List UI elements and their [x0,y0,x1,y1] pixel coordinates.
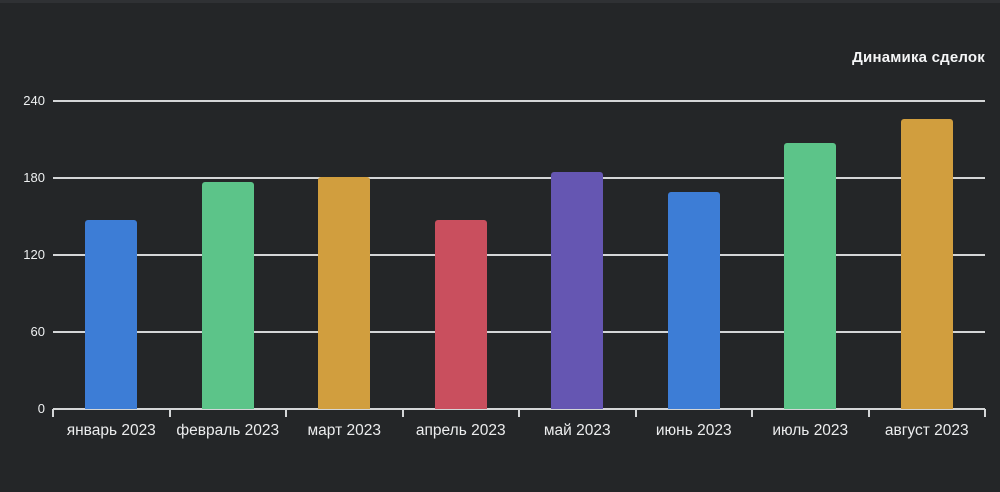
gridline [53,254,985,256]
bar-2 [201,181,254,409]
x-axis-tick [984,409,986,417]
bar-8 [900,118,953,409]
bar-5 [551,171,604,409]
chart-title: Динамика сделок [852,49,985,66]
x-axis-tick [751,409,753,417]
x-axis-tick [518,409,520,417]
x-axis-label: июль 2023 [772,422,849,439]
x-axis-label: август 2023 [884,422,969,439]
x-axis-tick [52,409,54,417]
x-axis-tick [867,409,870,417]
bar-3 [318,176,371,409]
bar-6 [667,192,720,409]
x-axis-tick [634,409,637,417]
plot-area [52,100,986,417]
x-axis-tick [285,409,287,417]
window-top-edge [0,0,1000,3]
x-axis-label: январь 2023 [66,422,156,439]
x-axis-labels: январь 2023 февраль 2023 март 2023 апрель 2… [53,422,985,446]
y-tick-label: 180 [23,170,45,185]
gridline [53,331,985,333]
y-tick-label: 0 [37,401,45,416]
bar-1 [85,220,138,409]
gridline [53,100,985,102]
x-axis-label: февраль 2023 [176,422,280,439]
x-axis-label: март 2023 [307,422,381,439]
y-tick-label: 60 [30,324,45,339]
y-tick-label: 240 [23,93,45,108]
bar-7 [784,143,837,409]
y-tick-label: 120 [23,247,45,262]
x-axis-tick [168,409,171,417]
bar-4 [434,220,487,409]
gridline [53,177,985,179]
x-axis-tick [401,409,404,417]
x-axis-label: июнь 2023 [655,422,732,439]
x-axis-label: апрель 2023 [415,422,506,439]
x-axis-label: май 2023 [543,422,611,439]
